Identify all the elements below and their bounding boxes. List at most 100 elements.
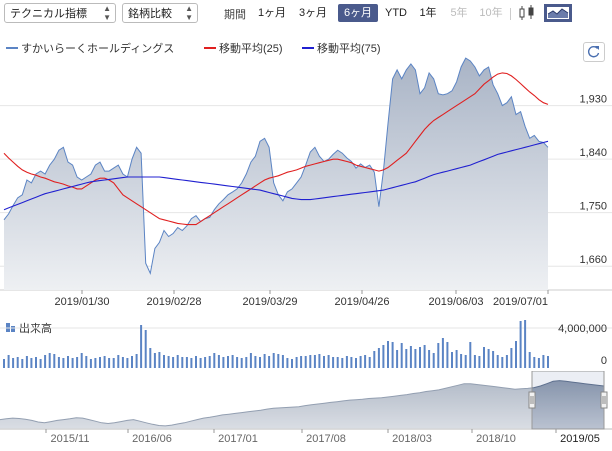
volume-bar: [405, 349, 408, 368]
y-tick-label: 1,840: [579, 147, 607, 159]
volume-bar: [149, 348, 152, 368]
volume-bar: [167, 356, 170, 368]
nav-tick-label: 2016/06: [132, 433, 172, 445]
price-chart[interactable]: 1,660 1,750 1,840 1,930 2019/01/30 2019/02/2…: [0, 0, 612, 320]
volume-bar: [519, 321, 522, 368]
area-chart-icon[interactable]: [544, 4, 572, 22]
volume-bar: [469, 342, 472, 368]
navigator-chart[interactable]: 2015/11 2016/06 2017/01 2017/08 2018/03 2018/…: [0, 371, 612, 451]
legend-label: すかいらーくホールディングス: [21, 43, 175, 55]
volume-bar: [460, 354, 463, 368]
volume-bar: [25, 356, 28, 368]
volume-bar: [16, 357, 19, 368]
volume-bar: [117, 355, 120, 368]
volume-bar: [213, 353, 216, 368]
volume-bar: [304, 356, 307, 368]
volume-bar: [227, 356, 229, 368]
volume-bar: [492, 351, 495, 368]
select-arrows-icon: ▲ ▼: [103, 4, 111, 22]
volume-bar: [236, 357, 239, 368]
x-tick-label: 2019/07/01: [493, 296, 548, 308]
volume-bar: [185, 357, 188, 368]
volume-bar: [208, 356, 211, 368]
y-tick-label: 1,750: [579, 201, 607, 213]
volume-bar: [259, 357, 261, 368]
volume-bar: [254, 356, 257, 368]
x-tick-label: 2019/03/29: [242, 296, 297, 308]
volume-bar: [263, 354, 266, 368]
volume-bar: [48, 353, 51, 368]
volume-bar: [542, 355, 545, 368]
volume-bar: [428, 350, 431, 368]
volume-bar: [336, 357, 339, 368]
volume-bar: [268, 356, 271, 368]
volume-bar: [277, 354, 280, 368]
volume-bar: [76, 357, 79, 368]
volume-bar: [323, 356, 325, 368]
y-tick-label: 1,930: [579, 94, 607, 106]
legend-item[interactable]: 移動平均(25): [204, 40, 283, 56]
compare-select[interactable]: 銘柄比較 ▲ ▼: [122, 3, 198, 23]
volume-bar: [140, 325, 143, 368]
volume-bar: [153, 353, 156, 368]
volume-bar: [391, 342, 394, 368]
volume-label: 出来高: [19, 323, 52, 335]
x-tick-label: 2019/04/26: [334, 296, 389, 308]
legend-swatch: [204, 47, 216, 50]
navigator-selection[interactable]: [531, 371, 605, 430]
navigator-area: [0, 380, 604, 429]
volume-bar: [313, 355, 316, 368]
volume-bar: [295, 357, 298, 368]
volume-bar: [94, 358, 97, 368]
x-tick-label: 2019/02/28: [146, 296, 201, 308]
volume-bar: [12, 358, 15, 368]
volume-bar: [515, 341, 517, 368]
period-button-3[interactable]: YTD: [385, 7, 407, 19]
period-button-5: 5年: [450, 7, 468, 19]
navigator-handle[interactable]: [528, 391, 536, 409]
volume-bar: [67, 356, 69, 368]
volume-bar: [487, 349, 490, 368]
volume-bar: [53, 354, 56, 368]
volume-bar: [181, 357, 184, 368]
volume-bar: [172, 357, 175, 368]
period-button-4[interactable]: 1年: [419, 7, 437, 19]
volume-bar: [455, 350, 458, 368]
volume-bar: [382, 345, 385, 368]
legend-label: 移動平均(25): [219, 43, 283, 55]
volume-bar: [217, 355, 220, 368]
volume-bar: [131, 356, 133, 368]
volume-bar: [364, 355, 367, 368]
series-line-0: [3, 57, 549, 275]
period-button-0[interactable]: 1ヶ月: [257, 7, 287, 19]
y-tick-label: 1,660: [579, 254, 607, 266]
volume-bar: [318, 354, 321, 368]
y-tick-label: 0: [601, 355, 607, 367]
candlestick-icon[interactable]: [517, 4, 537, 22]
volume-swatch: [11, 326, 15, 332]
volume-bar: [57, 357, 60, 368]
navigator-handle[interactable]: [600, 391, 608, 409]
indicator-select[interactable]: テクニカル指標 ▲ ▼: [4, 3, 116, 23]
volume-bar: [437, 343, 440, 368]
select-arrows-icon: ▲ ▼: [185, 4, 193, 22]
volume-bar: [112, 358, 115, 368]
legend-item[interactable]: 移動平均(75): [302, 40, 381, 56]
period-button-1[interactable]: 3ヶ月: [298, 7, 328, 19]
legend-item[interactable]: すかいらーくホールディングス: [6, 40, 174, 56]
volume-chart: 4,000,000 0: [0, 320, 612, 368]
volume-bar: [464, 355, 467, 368]
volume-bar: [62, 358, 65, 368]
nav-tick-label: 2018/10: [476, 433, 516, 445]
volume-bar: [432, 353, 435, 368]
refresh-button[interactable]: [583, 42, 605, 62]
nav-tick-label: 2018/03: [392, 433, 432, 445]
period-button-2[interactable]: 6ヶ月: [338, 4, 378, 22]
volume-bar: [135, 354, 138, 368]
volume-bar: [103, 356, 106, 368]
volume-bar: [163, 355, 165, 368]
volume-bar: [524, 320, 527, 368]
volume-bar: [377, 348, 380, 368]
volume-bar: [505, 355, 508, 368]
compare-select-value: 銘柄比較: [128, 8, 172, 20]
